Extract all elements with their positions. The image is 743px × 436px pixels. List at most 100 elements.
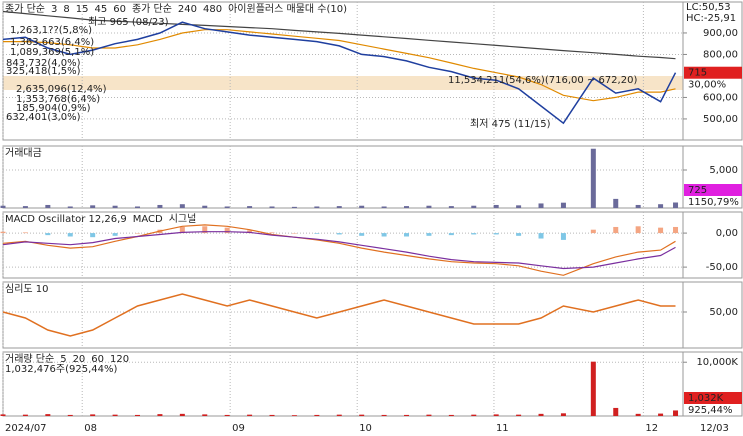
last-value-box: [684, 392, 742, 404]
annotation: 1,089,369(5,1%): [10, 47, 94, 58]
annotation: 1,263,1??(5,8%): [10, 25, 92, 36]
bar: [658, 413, 664, 416]
bar: [426, 414, 432, 416]
y-tick-label: 0,00: [716, 228, 738, 239]
legend-label: 아이윈플러스 매물대 수(10): [228, 3, 347, 15]
last-value: 725: [688, 185, 707, 196]
bar: [613, 226, 619, 234]
x-tick-label: 2024/07: [5, 423, 47, 434]
bar: [112, 414, 118, 416]
line: [2, 224, 676, 276]
annotation: 1,353,768(6,4%): [16, 94, 100, 105]
legend-label: 60: [113, 4, 126, 15]
axis-frame: [682, 281, 743, 349]
last-change: 30,00%: [688, 80, 726, 91]
y-tick-label: 900,00: [703, 28, 738, 39]
annotation: 325,418(1,5%): [6, 66, 81, 77]
bar: [538, 413, 544, 416]
last-value-box: [684, 66, 742, 79]
legend-label: 60: [91, 354, 104, 365]
legend-label: 거래대금: [5, 147, 42, 159]
legend-label: 8: [63, 4, 69, 15]
legend-label: 시그널: [169, 213, 197, 225]
axis-frame: [682, 351, 743, 417]
bar: [635, 204, 641, 208]
bar: [179, 226, 185, 234]
annotation: 185,904(0,9%): [16, 103, 91, 114]
bar: [45, 233, 51, 236]
bar: [673, 226, 679, 234]
bar: [314, 233, 320, 234]
bar: [493, 204, 499, 208]
bar: [448, 414, 454, 416]
annotation: 1,032,476주(925,44%): [5, 364, 117, 375]
bar: [359, 233, 365, 236]
bar: [590, 148, 596, 208]
x-tick-label: 08: [84, 423, 97, 434]
bar: [45, 204, 51, 208]
legend-label: 종가 단순: [132, 3, 172, 15]
bar: [493, 233, 499, 235]
legend-label: 45: [94, 4, 107, 15]
bar: [516, 205, 522, 208]
bar: [538, 233, 544, 239]
last-value: 715: [688, 68, 707, 79]
annotation: 11,534,211(54,6%)(716,00 ~ 672,20): [448, 75, 637, 86]
bar: [45, 414, 51, 416]
bar: [404, 233, 410, 237]
line: [2, 21, 677, 125]
line: [3, 29, 676, 102]
bar: [471, 414, 477, 416]
bar: [426, 233, 432, 236]
x-tick-label: 12: [645, 423, 658, 434]
bar: [635, 226, 641, 234]
line: [2, 231, 676, 270]
bar: [560, 413, 566, 416]
bar: [448, 206, 454, 208]
bar: [471, 205, 477, 208]
bar: [67, 206, 73, 208]
bar: [90, 233, 96, 238]
annotation: 632,401(3,0%): [6, 112, 81, 123]
bar: [359, 205, 365, 208]
bar: [635, 413, 641, 416]
bar: [224, 206, 230, 208]
bar: [67, 414, 73, 416]
y-tick-label: 600,00: [703, 92, 738, 103]
bar: [516, 233, 522, 236]
bar: [404, 206, 410, 208]
x-tick-label: 10: [359, 423, 372, 434]
bar: [67, 233, 73, 237]
bar: [426, 205, 432, 208]
legend-label: 3: [51, 4, 57, 15]
bar: [613, 198, 619, 208]
axis-frame: [682, 211, 743, 279]
y-tick-label: 10,000K: [696, 357, 738, 368]
y-tick-label: 50,00: [709, 307, 738, 318]
bar: [381, 233, 387, 237]
legend-label: MACD: [133, 214, 163, 225]
bar: [112, 233, 118, 236]
bar: [269, 414, 275, 416]
y-tick-label: 800,00: [703, 49, 738, 60]
bar: [381, 414, 387, 416]
bar: [247, 230, 253, 234]
bar: [448, 233, 454, 236]
bar: [314, 206, 320, 208]
annotation: 2,635,096(12,4%): [16, 84, 107, 95]
legend-label: 240: [178, 4, 197, 15]
bar: [291, 415, 297, 416]
bar: [336, 414, 342, 416]
legend-label: 종가 단순: [5, 3, 45, 15]
legend-label: 심리도 10: [5, 283, 49, 295]
y-tick-label: 5,000: [709, 165, 738, 176]
bar: [336, 206, 342, 208]
bar: [22, 414, 28, 416]
bar: [157, 414, 163, 416]
annotation: 최저 475 (11/15): [470, 118, 551, 130]
bar: [590, 229, 596, 234]
bar: [0, 205, 6, 208]
legend-label: 480: [203, 4, 222, 15]
bar: [493, 414, 499, 416]
